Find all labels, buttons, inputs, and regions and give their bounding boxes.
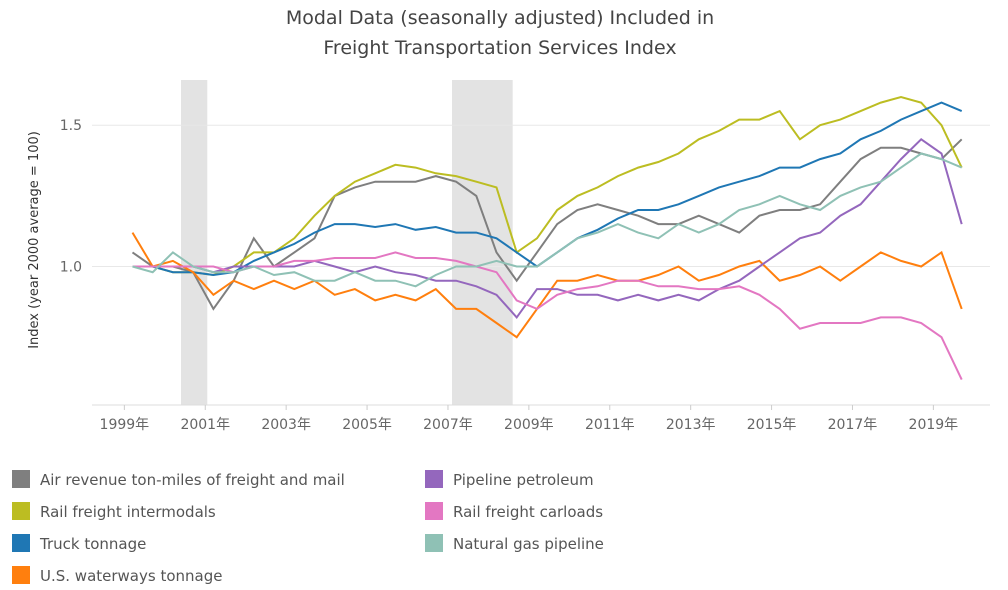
series-line xyxy=(131,232,963,339)
legend-label: Natural gas pipeline xyxy=(453,535,604,553)
legend-label: Air revenue ton-miles of freight and mai… xyxy=(40,471,345,489)
legend-label: Rail freight intermodals xyxy=(40,503,216,521)
x-tick-label: 1999年 xyxy=(100,417,150,433)
x-tick-label: 2007年 xyxy=(423,417,473,433)
x-tick-label: 2019年 xyxy=(909,417,959,433)
series-line xyxy=(132,95,963,277)
legend-label: Rail freight carloads xyxy=(453,503,603,521)
series-line xyxy=(132,138,963,319)
series-line xyxy=(132,101,963,277)
legend-swatch xyxy=(12,470,30,488)
x-tick-label: 2015年 xyxy=(747,417,797,433)
chart-title: Modal Data (seasonally adjusted) Include… xyxy=(286,7,714,29)
recession-band xyxy=(180,80,208,405)
legend-swatch xyxy=(425,534,443,552)
x-tick-label: 2001年 xyxy=(180,417,230,433)
chart-title: Freight Transportation Services Index xyxy=(323,37,676,59)
legend-swatch xyxy=(12,502,30,520)
legend-label: Pipeline petroleum xyxy=(453,471,594,489)
legend-swatch xyxy=(12,566,30,584)
x-tick-label: 2017年 xyxy=(828,417,878,433)
legend-swatch xyxy=(12,534,30,552)
x-tick-label: 2003年 xyxy=(261,417,311,433)
series-line xyxy=(132,152,963,288)
series-line xyxy=(131,138,963,311)
x-tick-label: 2005年 xyxy=(342,417,392,433)
x-tick-label: 2013年 xyxy=(666,417,716,433)
x-tick-label: 2009年 xyxy=(504,417,554,433)
legend-label: U.S. waterways tonnage xyxy=(40,567,222,585)
y-tick-label: 1.0 xyxy=(60,260,82,276)
x-tick-label: 2011年 xyxy=(585,417,635,433)
legend-label: Truck tonnage xyxy=(39,535,146,553)
series-line xyxy=(132,251,963,381)
y-axis-label: Index (year 2000 average = 100) xyxy=(27,131,42,349)
legend-swatch xyxy=(425,470,443,488)
legend-swatch xyxy=(425,502,443,520)
y-tick-label: 1.5 xyxy=(60,118,82,134)
